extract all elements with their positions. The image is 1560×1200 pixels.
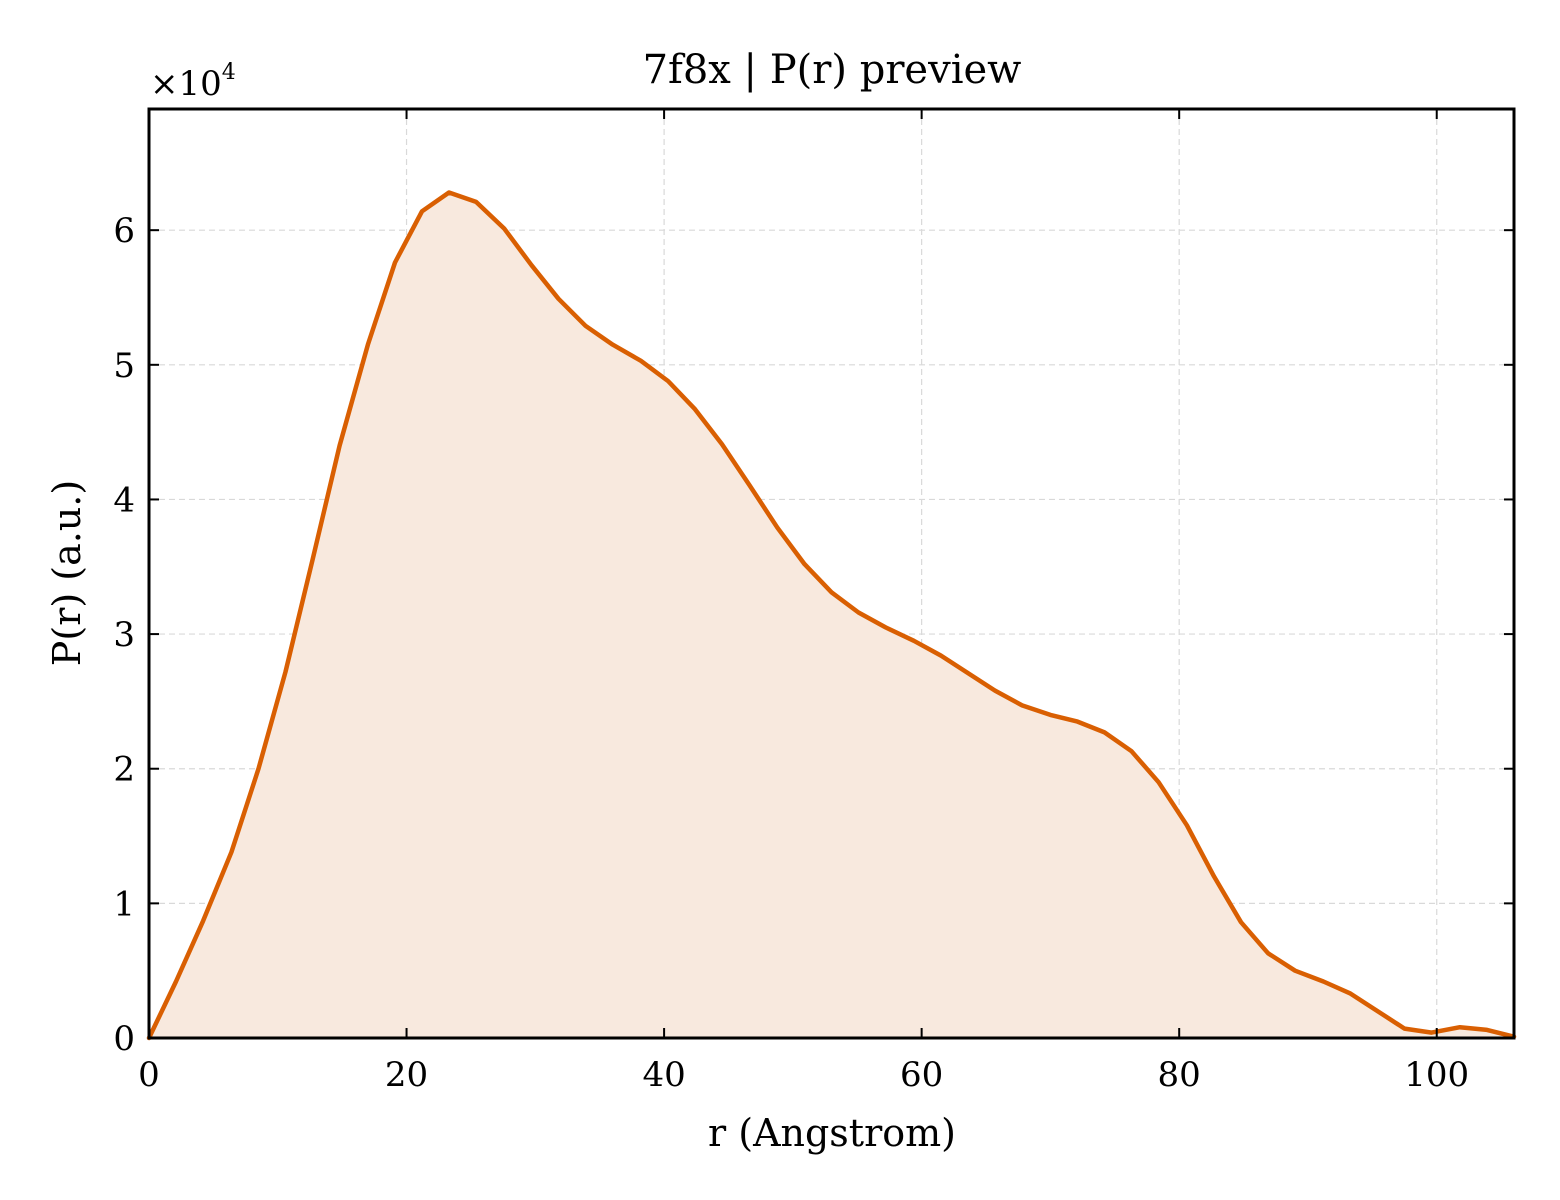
y-tick-label: 0: [113, 1019, 135, 1059]
x-tick-label: 40: [642, 1055, 685, 1095]
x-axis-ticks: 0 20 40 60 80 100: [138, 109, 1469, 1095]
y-tick-label: 6: [113, 211, 135, 251]
y-axis-label: P(r) (a.u.): [45, 480, 89, 666]
y-tick-label: 3: [113, 615, 135, 655]
y-multiplier-base: ×10: [150, 64, 222, 104]
plot-frame: [147, 107, 1516, 1040]
x-tick-label: 80: [1158, 1055, 1201, 1095]
y-axis-ticks: 0 1 2 3 4 5 6: [113, 211, 1514, 1059]
x-tick-label: 20: [385, 1055, 428, 1095]
x-tick-label: 100: [1404, 1055, 1469, 1095]
chart-title: 7f8x | P(r) preview: [643, 47, 1022, 93]
y-tick-label: 5: [113, 346, 135, 386]
pr-series-line: [146, 190, 1517, 1041]
y-multiplier-label: ×104: [150, 60, 236, 104]
y-tick-label: 4: [113, 480, 135, 520]
y-tick-label: 2: [113, 750, 135, 790]
pr-area-fill: [149, 192, 1514, 1038]
x-tick-label: 60: [900, 1055, 943, 1095]
x-tick-label: 0: [138, 1055, 160, 1095]
x-axis-label: r (Angstrom): [708, 1111, 956, 1155]
y-multiplier-exponent: 4: [222, 60, 236, 85]
y-tick-label: 1: [113, 884, 135, 924]
